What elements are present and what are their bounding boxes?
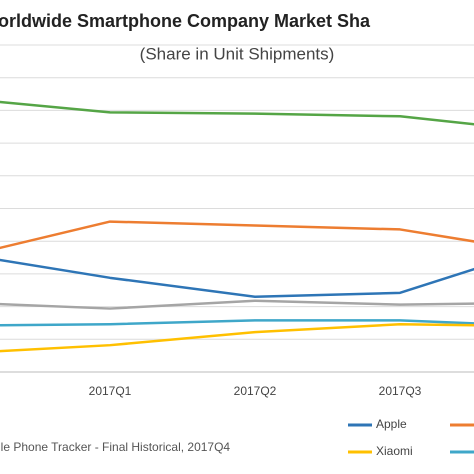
series-line xyxy=(0,323,474,353)
source-note: ile Phone Tracker - Final Historical, 20… xyxy=(0,440,230,454)
x-tick-label: 2017Q1 xyxy=(89,384,132,398)
series-line xyxy=(0,299,474,310)
legend-label: Xiaomi xyxy=(376,444,413,458)
series-line xyxy=(0,220,474,250)
legend-label: Apple xyxy=(376,417,407,431)
series-line xyxy=(0,258,474,299)
x-tick-label: 2017Q3 xyxy=(379,384,422,398)
series-line xyxy=(0,319,474,327)
series-line xyxy=(0,100,474,126)
chart-title: orldwide Smartphone Company Market Sha xyxy=(0,11,371,31)
x-tick-label: 2017Q2 xyxy=(234,384,277,398)
chart-subtitle: (Share in Unit Shipments) xyxy=(140,44,335,63)
